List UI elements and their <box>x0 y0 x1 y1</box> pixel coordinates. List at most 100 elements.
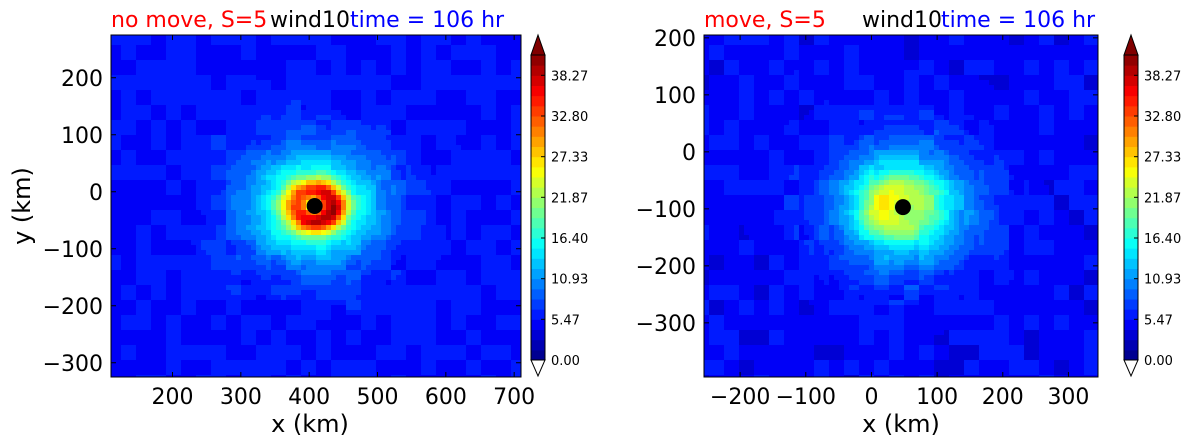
field-cell <box>381 85 387 91</box>
field-cell <box>216 320 222 326</box>
field-cell <box>241 290 247 296</box>
field-cell <box>471 170 477 176</box>
field-cell <box>281 120 287 126</box>
field-cell <box>311 160 317 166</box>
field-cell <box>211 250 217 256</box>
field-cell <box>241 275 247 281</box>
field-cell <box>301 235 307 241</box>
field-cell <box>426 70 432 76</box>
field-cell <box>516 300 521 306</box>
field-cell <box>476 295 482 301</box>
field-cell <box>116 135 122 141</box>
field-cell <box>371 120 377 126</box>
field-cell <box>181 125 187 131</box>
field-cell <box>416 250 422 256</box>
field-cell <box>446 225 452 231</box>
field-cell <box>151 220 157 226</box>
field-cell <box>496 70 502 76</box>
field-cell <box>366 100 372 106</box>
field-cell <box>221 75 227 81</box>
field-cell <box>176 270 182 276</box>
field-cell <box>436 105 442 111</box>
field-cell <box>356 55 362 61</box>
field-cell <box>386 165 392 171</box>
field-cell <box>456 320 462 326</box>
field-cell <box>181 240 187 246</box>
field-cell <box>241 165 247 171</box>
field-cell <box>196 210 202 216</box>
field-cell <box>261 80 267 86</box>
field-cell <box>151 195 157 201</box>
field-cell <box>181 290 187 296</box>
field-cell <box>306 330 312 336</box>
field-cell <box>221 40 227 46</box>
field-cell <box>301 330 307 336</box>
field-cell <box>201 300 207 306</box>
field-cell <box>211 140 217 146</box>
field-cell <box>116 40 122 46</box>
field-cell <box>321 130 327 136</box>
field-cell <box>401 200 407 206</box>
field-cell <box>256 85 262 91</box>
field-cell <box>216 305 222 311</box>
field-cell <box>161 325 167 331</box>
field-cell <box>311 115 317 121</box>
field-cell <box>156 185 162 191</box>
field-cell <box>476 310 482 316</box>
field-cell <box>271 100 277 106</box>
field-cell <box>191 60 197 66</box>
field-cell <box>386 270 392 276</box>
field-cell <box>231 60 237 66</box>
field-cell <box>296 330 302 336</box>
field-cell <box>326 305 332 311</box>
field-cell <box>171 180 177 186</box>
field-cell <box>316 235 322 241</box>
field-cell <box>326 275 332 281</box>
field-cell <box>466 120 472 126</box>
field-cell <box>226 300 232 306</box>
field-cell <box>411 70 417 76</box>
field-cell <box>321 250 327 256</box>
field-cell <box>461 190 467 196</box>
field-cell <box>266 60 272 66</box>
field-cell <box>181 45 187 51</box>
field-cell <box>401 70 407 76</box>
field-cell <box>436 255 442 261</box>
field-cell <box>331 205 337 211</box>
field-cell <box>426 335 432 341</box>
field-cell <box>496 260 502 266</box>
field-cell <box>406 185 412 191</box>
field-cell <box>426 315 432 321</box>
field-cell <box>171 85 177 91</box>
field-cell <box>356 270 362 276</box>
field-cell <box>131 280 137 286</box>
field-cell <box>361 200 367 206</box>
field-cell <box>456 315 462 321</box>
field-cell <box>486 275 492 281</box>
field-cell <box>321 195 327 201</box>
field-cell <box>381 260 387 266</box>
field-cell <box>266 260 272 266</box>
field-cell <box>111 275 117 281</box>
field-cell <box>476 95 482 101</box>
field-cell <box>361 115 367 121</box>
field-cell <box>351 40 357 46</box>
field-cell <box>141 305 147 311</box>
field-cell <box>166 225 172 231</box>
field-cell <box>281 315 287 321</box>
field-cell <box>391 265 397 271</box>
field-cell <box>201 320 207 326</box>
field-cell <box>396 290 402 296</box>
field-cell <box>391 290 397 296</box>
field-cell <box>416 280 422 286</box>
field-cell <box>166 165 172 171</box>
field-cell <box>516 85 521 91</box>
field-cell <box>496 95 502 101</box>
field-cell <box>206 205 212 211</box>
field-cell <box>396 105 402 111</box>
field-cell <box>371 225 377 231</box>
field-cell <box>186 140 192 146</box>
field-cell <box>111 40 117 46</box>
field-cell <box>241 115 247 121</box>
field-cell <box>461 285 467 291</box>
